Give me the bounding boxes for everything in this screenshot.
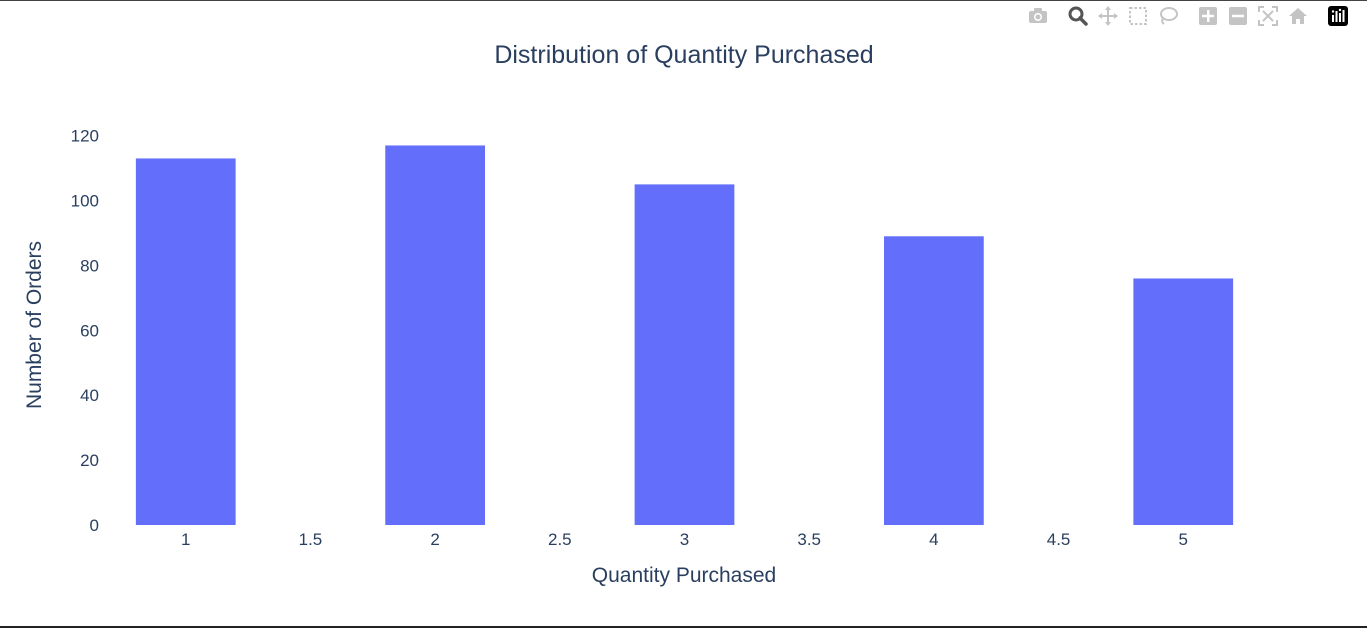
x-axis-ticks: 1 1.5 2 2.5 3 3.5 4 4.5 5 [181, 530, 1188, 549]
x-tick-label: 3 [680, 530, 689, 549]
lasso-select-icon[interactable] [1157, 5, 1179, 27]
y-tick-label: 20 [80, 451, 99, 470]
y-axis-ticks: 0 20 40 60 80 100 120 [71, 127, 99, 535]
x-tick-label: 4 [929, 530, 938, 549]
x-tick-label: 1.5 [299, 530, 323, 549]
x-tick-label: 3.5 [797, 530, 821, 549]
y-tick-label: 40 [80, 386, 99, 405]
x-tick-label: 2.5 [548, 530, 572, 549]
box-select-icon[interactable] [1127, 5, 1149, 27]
chart-title: Distribution of Quantity Purchased [494, 41, 873, 69]
y-tick-label: 120 [71, 127, 99, 146]
pan-icon[interactable] [1097, 5, 1119, 27]
reset-axes-icon[interactable] [1287, 5, 1309, 27]
zoom-in-icon[interactable] [1197, 5, 1219, 27]
bar-1[interactable] [135, 158, 236, 525]
bar-5[interactable] [1133, 278, 1234, 525]
zoom-out-icon[interactable] [1227, 5, 1249, 27]
x-axis-title: Quantity Purchased [592, 564, 776, 587]
y-tick-label: 100 [71, 192, 99, 211]
x-tick-label: 4.5 [1047, 530, 1071, 549]
y-tick-label: 60 [80, 321, 99, 340]
y-axis-title: Number of Orders [23, 241, 46, 409]
plotly-logo-icon[interactable] [1327, 5, 1349, 27]
autoscale-icon[interactable] [1257, 5, 1279, 27]
bar-3[interactable] [634, 184, 735, 525]
bar-2[interactable] [385, 145, 485, 525]
x-tick-label: 1 [181, 530, 190, 549]
x-tick-label: 2 [430, 530, 439, 549]
bars [135, 145, 1234, 526]
y-tick-label: 0 [90, 516, 99, 535]
modebar [1027, 5, 1367, 27]
y-tick-label: 80 [80, 256, 99, 275]
x-tick-label: 5 [1179, 530, 1188, 549]
bar-4[interactable] [884, 236, 984, 526]
zoom-icon[interactable] [1067, 5, 1089, 27]
camera-icon[interactable] [1027, 5, 1049, 27]
